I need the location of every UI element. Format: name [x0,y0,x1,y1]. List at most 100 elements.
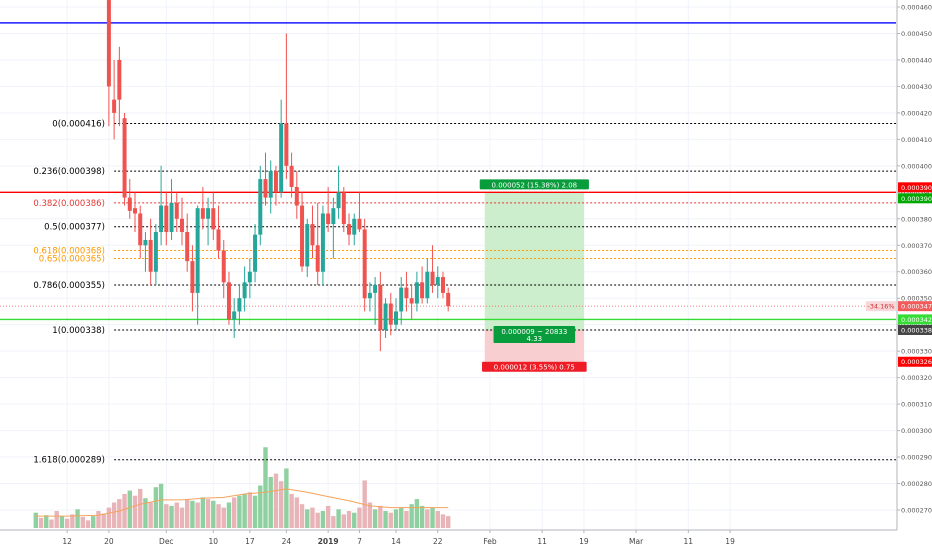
target-label: 0.000052 (15.38%) 2.08 [492,181,578,189]
candle-body [122,118,127,198]
candle-body [404,287,409,299]
candle-body [211,208,216,230]
candle-body [341,192,346,225]
volume-bar [372,509,378,528]
volume-bar [85,520,91,528]
price-tick-label: 0.000290 [901,454,932,462]
price-tick-label: 0.000410 [901,136,932,144]
candle-body [440,277,445,293]
volume-bar [111,502,117,528]
axis-badge-label: 0.000326 [901,358,932,366]
axis-badge-box [898,193,932,204]
volume-bar [169,505,174,528]
volume-bar [383,511,388,528]
candle-body [347,224,352,235]
price-tick-label: 0.000330 [901,348,932,356]
candle-body [409,298,414,304]
fib-label: 1.618(0.000289) [33,456,105,466]
candle-body [247,271,252,283]
candle-body [435,277,440,285]
candle-body [284,123,289,166]
volume-bar [252,495,258,528]
volume-bar [273,473,279,528]
candle-body [331,208,336,225]
candle-body [352,218,357,235]
candle-body [143,239,148,246]
candle-body [336,192,341,209]
candle-body [106,0,111,87]
entry-label-ratio: 4.33 [527,335,543,343]
fib-label: 0.618(0.000368) [33,247,105,257]
candle-body [300,205,305,267]
volume-bar [336,509,341,528]
candle-body [237,298,242,312]
volume-bar [221,507,226,528]
volume-bar [367,502,373,528]
volume-bar [315,512,320,528]
candle-body [326,213,331,225]
candle-body [394,311,398,325]
candle-body [305,224,310,267]
volume-bar [409,504,414,528]
volume-bar [153,487,159,528]
volume-bar [414,499,420,528]
fib-label: 0.786(0.000355) [33,281,105,291]
candle-body [289,165,294,188]
volume-bar [138,488,143,528]
volume-bar [158,483,164,528]
volume-bar [54,511,59,528]
candle-body [268,171,273,198]
volume-bar [278,481,284,528]
volume-bar [75,509,80,528]
candle-body [195,208,200,293]
candle-body [263,179,268,198]
change-badge-label: -34.16% [867,303,894,311]
candle-body [420,282,425,299]
candle-body [315,245,320,272]
time-tick-label: 11 [537,537,547,546]
volume-bar [258,485,263,528]
volume-bar [268,477,273,528]
price-tick-label: 0.000390 [901,189,932,197]
time-tick-label: 14 [391,537,401,546]
time-tick-label: 2019 [318,537,339,546]
volume-bar [331,516,336,528]
change-badge-box [866,301,896,312]
candle-body [388,303,393,325]
volume-bar [216,504,221,528]
fib-label: 0.382(0.000386) [33,199,105,209]
time-tick-label: 22 [433,537,443,546]
volume-bar [435,511,440,528]
volume-bar [352,512,357,528]
volume-bar [164,504,169,528]
candle-body [179,218,184,233]
volume-bar [440,514,446,528]
volume-bar [148,502,153,528]
volume-bar [419,505,425,528]
axis-badge-label: 0.000342 [901,316,932,324]
price-tick-label: 0.000460 [901,4,932,12]
price-tick-label: 0.000380 [901,215,932,223]
volume-ma [35,488,449,517]
volume-bar [174,502,179,528]
volume-bar [117,499,122,528]
candle-body [185,232,190,262]
target-label-box [479,179,589,190]
volume-bar [404,511,409,528]
volume-bar [80,516,85,528]
price-tick-label: 0.000350 [901,295,932,303]
candle-body [174,202,179,219]
time-tick-label: Feb [483,537,497,546]
candle-body [273,171,278,193]
candle-body [425,271,430,299]
position-zones [484,192,584,362]
volume-bar [425,509,430,528]
volume-bar [44,515,49,528]
entry-label-box [493,325,576,343]
price-tick-label: 0.000400 [901,162,932,170]
volume-bar [294,497,300,528]
volume-bar [226,502,232,528]
volume-bar [393,509,399,528]
